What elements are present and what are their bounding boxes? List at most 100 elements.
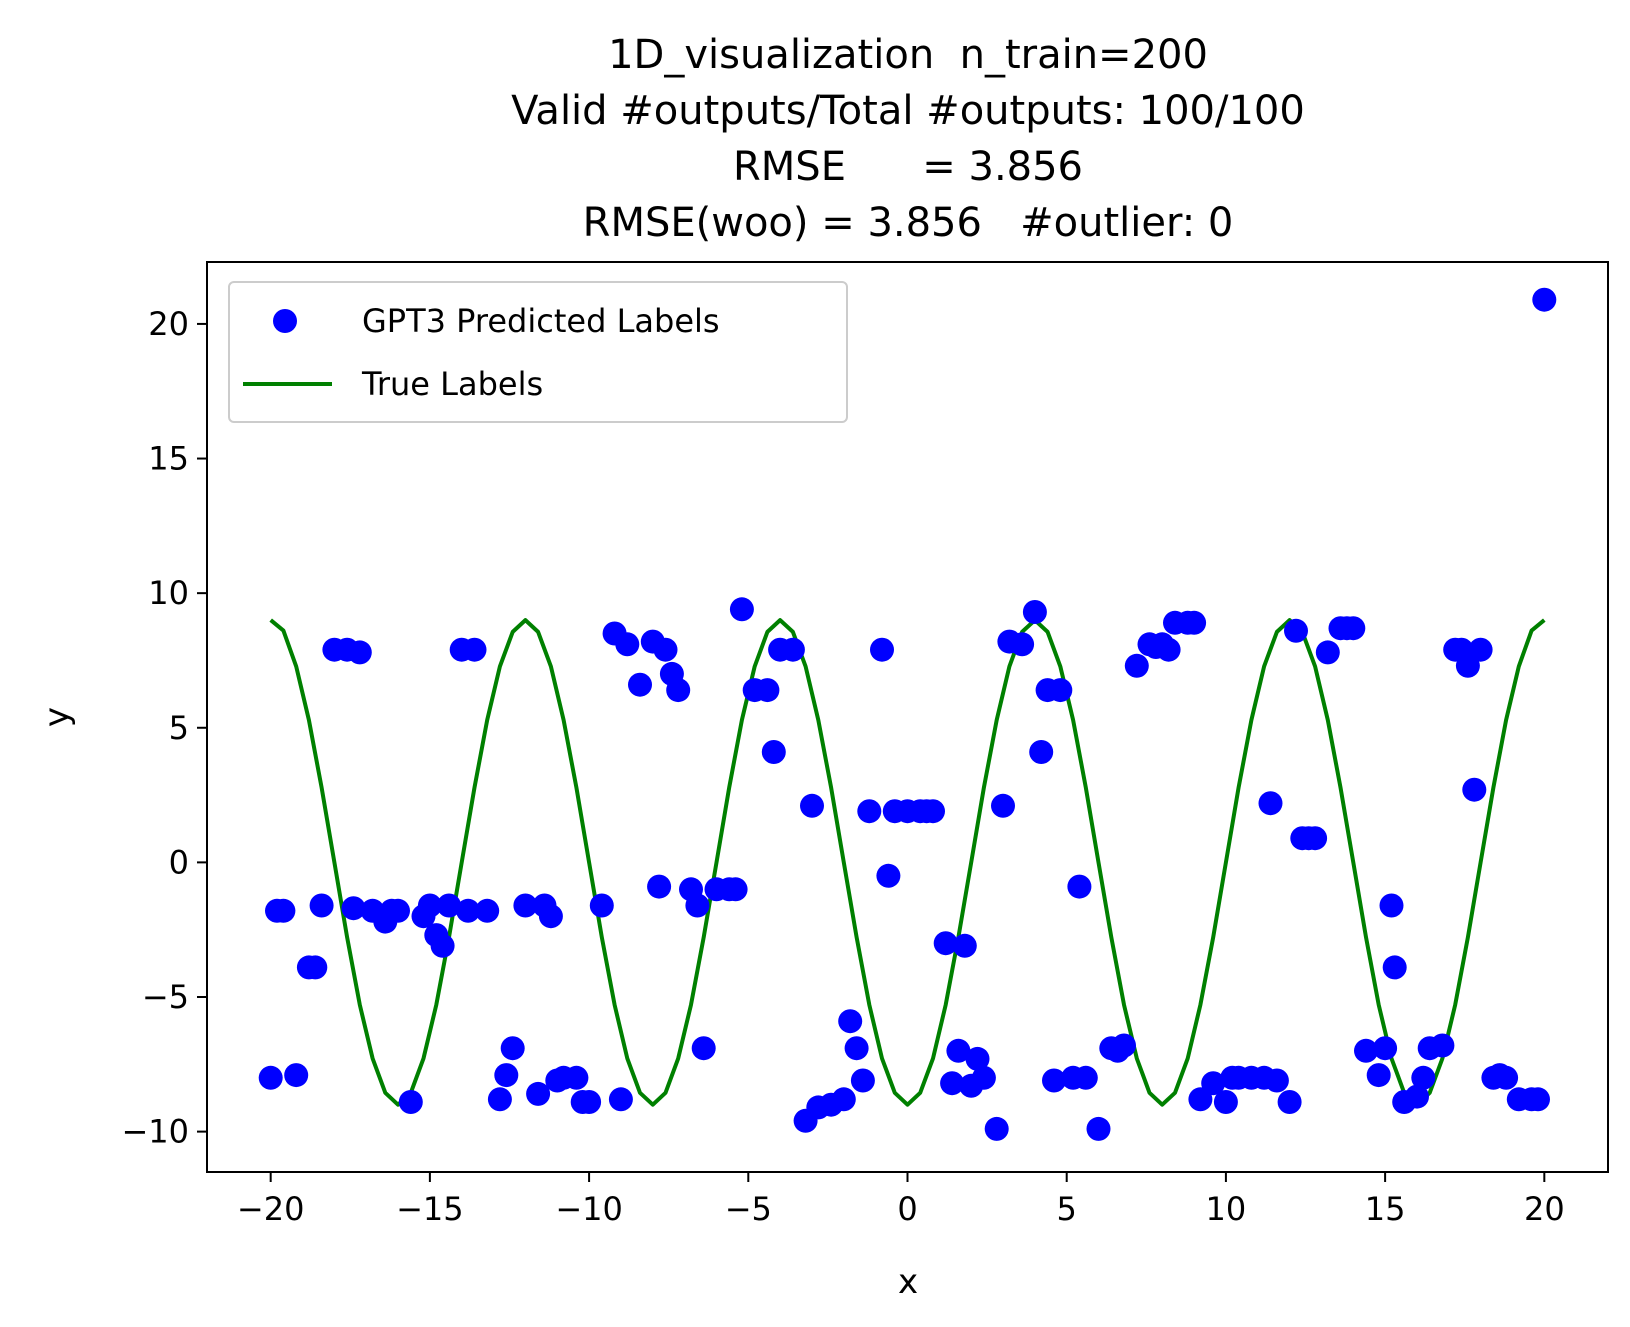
predicted-point bbox=[1042, 1068, 1066, 1093]
predicted-point bbox=[940, 1071, 965, 1096]
predicted-point bbox=[1284, 618, 1308, 643]
predicted-point bbox=[430, 933, 455, 958]
predicted-point bbox=[1449, 637, 1474, 662]
predicted-point bbox=[475, 898, 500, 923]
y-axis: −10 −5 0 5 10 15 20 bbox=[121, 305, 207, 1151]
chart-title-line-4: RMSE(woo) = 3.856 #outlier: 0 bbox=[583, 200, 1234, 246]
predicted-point bbox=[1366, 1063, 1391, 1088]
predicted-point bbox=[1354, 1038, 1378, 1063]
predicted-point bbox=[844, 1036, 869, 1061]
x-tick-label: 0 bbox=[897, 1190, 917, 1228]
predicted-point bbox=[984, 1116, 1009, 1141]
predicted-point bbox=[914, 799, 939, 824]
predicted-point bbox=[1411, 1065, 1436, 1090]
predicted-point bbox=[1373, 1036, 1398, 1061]
chart-title-line-3: RMSE = 3.856 bbox=[733, 144, 1083, 190]
predicted-point bbox=[1334, 616, 1359, 641]
predicted-point bbox=[1468, 637, 1493, 662]
predicted-labels-series bbox=[258, 287, 1557, 1141]
predicted-point bbox=[284, 1063, 309, 1088]
predicted-point bbox=[876, 863, 901, 888]
x-axis: −20 −15 −10 −5 0 5 10 15 20 bbox=[237, 1172, 1565, 1228]
predicted-point bbox=[1067, 874, 1092, 899]
predicted-point bbox=[258, 1065, 283, 1090]
legend-marker-predicted bbox=[273, 309, 297, 333]
predicted-point bbox=[1022, 600, 1047, 624]
predicted-point bbox=[1213, 1090, 1238, 1114]
y-tick-label: 0 bbox=[169, 843, 189, 881]
predicted-point bbox=[1073, 1065, 1098, 1090]
predicted-point bbox=[1382, 955, 1407, 980]
predicted-point bbox=[456, 898, 481, 923]
chart-title-line-1: 1D_visualization n_train=200 bbox=[608, 32, 1208, 78]
predicted-point bbox=[341, 896, 366, 921]
predicted-point bbox=[1487, 1063, 1512, 1088]
predicted-point bbox=[838, 1009, 863, 1034]
predicted-point bbox=[1086, 1116, 1111, 1141]
predicted-point bbox=[1010, 632, 1035, 657]
predicted-point bbox=[780, 637, 805, 662]
y-tick-label: 15 bbox=[148, 440, 189, 478]
predicted-point bbox=[1182, 610, 1207, 635]
legend-frame bbox=[228, 281, 848, 423]
predicted-point bbox=[513, 893, 538, 918]
predicted-point bbox=[303, 955, 328, 980]
predicted-point bbox=[761, 740, 786, 764]
predicted-point bbox=[1296, 826, 1321, 851]
x-tick-label: −20 bbox=[237, 1190, 305, 1228]
predicted-point bbox=[1105, 1038, 1130, 1063]
predicted-point bbox=[1462, 777, 1487, 802]
predicted-point bbox=[653, 637, 678, 662]
predicted-point bbox=[685, 893, 710, 918]
x-tick-label: 20 bbox=[1524, 1190, 1565, 1228]
predicted-point bbox=[723, 877, 748, 902]
predicted-point bbox=[526, 1081, 551, 1106]
predicted-point bbox=[1188, 1087, 1213, 1112]
predicted-point bbox=[691, 1036, 716, 1061]
predicted-point bbox=[615, 632, 640, 657]
predicted-point bbox=[1156, 637, 1181, 662]
predicted-point bbox=[1277, 1090, 1302, 1114]
predicted-point bbox=[309, 893, 334, 918]
predicted-point bbox=[870, 637, 894, 662]
predicted-point bbox=[1532, 287, 1557, 312]
predicted-point bbox=[398, 1090, 423, 1114]
y-tick-label: 10 bbox=[148, 574, 189, 612]
predicted-point bbox=[850, 1068, 875, 1093]
predicted-point bbox=[1405, 1084, 1429, 1109]
predicted-point bbox=[857, 799, 882, 824]
x-tick-label: 5 bbox=[1057, 1190, 1077, 1228]
predicted-point bbox=[800, 793, 824, 818]
predicted-point bbox=[347, 640, 372, 665]
predicted-point bbox=[1220, 1065, 1245, 1090]
predicted-point bbox=[265, 898, 289, 923]
predicted-point bbox=[952, 933, 977, 958]
chart-title-line-2: Valid #outputs/Total #outputs: 100/100 bbox=[511, 88, 1305, 134]
predicted-point bbox=[532, 893, 557, 918]
x-axis-label: x bbox=[898, 1262, 918, 1302]
predicted-point bbox=[417, 893, 442, 918]
x-tick-label: 10 bbox=[1206, 1190, 1247, 1228]
predicted-point bbox=[628, 672, 652, 697]
predicted-point bbox=[1315, 640, 1340, 665]
predicted-point bbox=[564, 1065, 589, 1090]
predicted-point bbox=[545, 1068, 570, 1093]
predicted-point bbox=[462, 637, 487, 662]
predicted-point bbox=[647, 874, 672, 899]
y-axis-label: y bbox=[37, 707, 77, 727]
predicted-point bbox=[1029, 740, 1054, 764]
predicted-point bbox=[1258, 791, 1283, 816]
legend-label-predicted: GPT3 Predicted Labels bbox=[362, 302, 720, 340]
predicted-point bbox=[1526, 1087, 1550, 1112]
legend: GPT3 Predicted Labels True Labels bbox=[228, 281, 848, 423]
y-tick-label: 20 bbox=[148, 305, 189, 343]
plot-area bbox=[206, 261, 1609, 1173]
y-tick-label: −5 bbox=[142, 978, 189, 1016]
predicted-point bbox=[1124, 653, 1149, 678]
x-tick-label: −5 bbox=[725, 1190, 772, 1228]
predicted-point bbox=[589, 893, 614, 918]
true-labels-line bbox=[269, 618, 1546, 1107]
predicted-point bbox=[437, 893, 461, 918]
predicted-point bbox=[729, 597, 754, 622]
